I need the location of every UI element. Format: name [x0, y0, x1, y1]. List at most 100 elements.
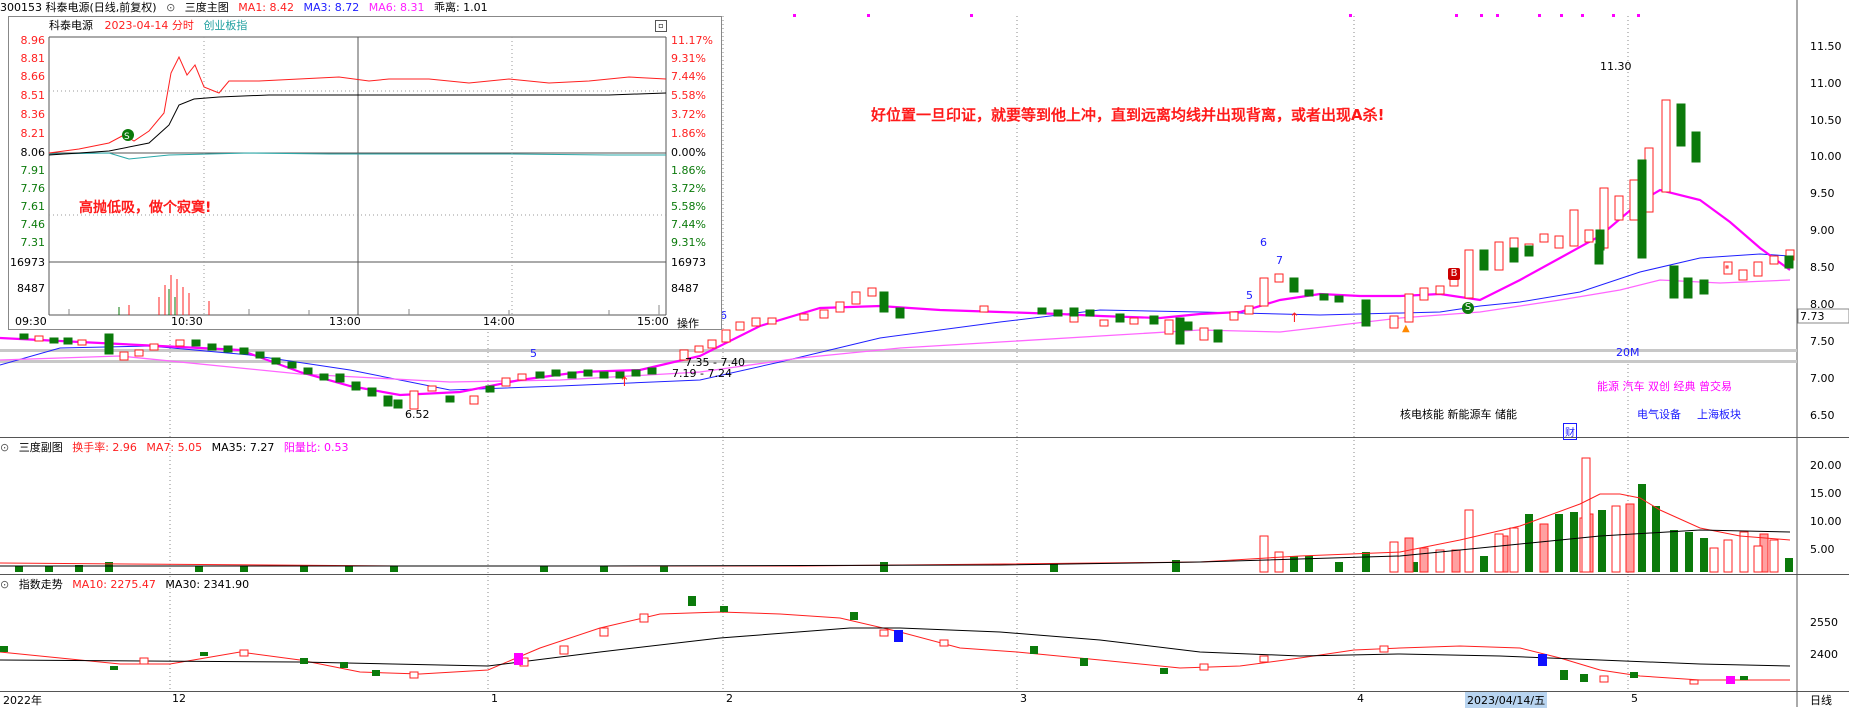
range-label-2: 7.19 - 7.24 [672, 367, 732, 380]
settings-icon[interactable]: ⊙ [166, 1, 176, 14]
intraday-price-label: 8.21 [20, 127, 46, 140]
intraday-pct-label: 9.31% [671, 52, 706, 65]
index-ma30-value: MA30: 2341.90 [165, 578, 250, 591]
finance-badge[interactable]: 财 [1563, 423, 1577, 440]
stock-title: 300153 科泰电源(日线,前复权) [0, 1, 157, 14]
high-price-label: 11.30 [1600, 60, 1632, 73]
sub1-axis-label: 10.00 [1810, 515, 1842, 528]
intraday-price-label: 7.61 [20, 200, 46, 213]
date-axis-label: 2022年 [3, 694, 42, 707]
turnover-value: 换手率: 2.96 [72, 441, 137, 454]
period-selector[interactable]: 日线 [1810, 694, 1832, 707]
wave-count-label: 5 [530, 347, 537, 360]
panel-toggle-icon[interactable]: ▫ [655, 20, 667, 32]
axis-label: 8.00 [1810, 298, 1835, 311]
svg-text:↑: ↑ [1289, 311, 1300, 326]
intraday-pct-label: 1.86% [671, 127, 706, 140]
deviation-value: 乖离: 1.01 [433, 1, 488, 14]
intraday-price-label: 8.36 [20, 108, 46, 121]
sub2-header: ⊙ 指数走势 MA10: 2275.47 MA30: 2341.90 [0, 577, 255, 592]
buy-signal-badge[interactable]: B [1448, 268, 1460, 280]
sub1-axis-label: 20.00 [1810, 459, 1842, 472]
sell-signal-badge[interactable]: S [1462, 302, 1474, 314]
svg-text:S: S [124, 132, 130, 142]
sub1-axis-label: 15.00 [1810, 487, 1842, 500]
sub2-settings-icon[interactable]: ⊙ [0, 578, 10, 591]
positive-volume-ratio: 阳量比: 0.53 [283, 441, 349, 454]
intraday-time-label: 09:30 [15, 315, 47, 328]
sub1-settings-icon[interactable]: ⊙ [0, 441, 10, 454]
sector-tag-shanghai: 上海板块 [1697, 408, 1741, 421]
separator-sub1[interactable] [0, 574, 1849, 575]
intraday-pct-label: 3.72% [671, 182, 706, 195]
intraday-volume-label: 16973 [10, 256, 45, 269]
intraday-price-label: 8.96 [20, 34, 46, 47]
intraday-price-label: 8.66 [20, 70, 46, 83]
date-axis-label: 4 [1357, 692, 1364, 705]
main-annotation-note: 好位置一旦印证，就要等到他上冲，直到远离均线并出现背离，或者出现A杀! [871, 106, 1385, 124]
sector-tag-electrical: 电气设备 [1637, 408, 1681, 421]
intraday-pct-label: 7.44% [671, 218, 706, 231]
date-axis-label: 1 [491, 692, 498, 705]
current-price-tag: 7.73 [1800, 310, 1825, 323]
intraday-canvas: S [48, 36, 667, 316]
intraday-price-label: 8.06 [20, 146, 46, 159]
ma6-value: MA6: 8.31 [368, 1, 425, 14]
axis-label: 10.00 [1810, 150, 1842, 163]
separator-main[interactable] [0, 437, 1849, 438]
svg-text:▲: ▲ [1402, 323, 1410, 334]
wave-count-label: 5 [1246, 289, 1253, 302]
wave-count-label: 7 [1276, 254, 1283, 267]
intraday-price-label: 8.51 [20, 89, 46, 102]
intraday-price-label: 7.31 [20, 236, 46, 249]
intraday-board[interactable]: 创业板指 [203, 19, 248, 32]
axis-label: 11.00 [1810, 77, 1842, 90]
intraday-time-label: 10:30 [171, 315, 203, 328]
svg-text:↑: ↑ [619, 375, 630, 390]
axis-label: 7.50 [1810, 335, 1835, 348]
intraday-panel[interactable]: 科泰电源 2023-04-14 分时 创业板指 ▫ [8, 16, 722, 330]
sub1-header: ⊙ 三度副图 换手率: 2.96 MA7: 5.05 MA35: 7.27 阳量… [0, 440, 355, 455]
intraday-volume-label: 8487 [671, 282, 699, 295]
axis-label: 6.50 [1810, 409, 1835, 422]
date-axis-label: 12 [172, 692, 186, 705]
date-axis-label: 3 [1020, 692, 1027, 705]
date-axis[interactable] [0, 691, 1849, 708]
intraday-pct-label: 9.31% [671, 236, 706, 249]
intraday-pct-label: 0.00% [671, 146, 706, 159]
date-axis-label: 5 [1631, 692, 1638, 705]
intraday-annotation-note: 高抛低吸，做个寂寞! [79, 200, 212, 216]
axis-label: 9.00 [1810, 224, 1835, 237]
intraday-volume-label: 8487 [17, 282, 45, 295]
intraday-price-label: 7.91 [20, 164, 46, 177]
intraday-time-label: 14:00 [483, 315, 515, 328]
intraday-time-label: 13:00 [329, 315, 361, 328]
intraday-pct-label: 5.58% [671, 200, 706, 213]
ma3-value: MA3: 8.72 [303, 1, 360, 14]
label-20m: 20M [1616, 346, 1640, 359]
intraday-price-label: 7.46 [20, 218, 46, 231]
axis-label: 7.00 [1810, 372, 1835, 385]
sub2-axis-label: 2550 [1810, 616, 1838, 629]
wave-count-label: 6 [1260, 236, 1267, 249]
main-chart-header: 300153 科泰电源(日线,前复权) ⊙ 三度主图 MA1: 8.42 MA3… [0, 0, 494, 15]
intraday-price-label: 8.81 [20, 52, 46, 65]
sub2-axis-label: 2400 [1810, 648, 1838, 661]
intraday-pct-label: 5.58% [671, 89, 706, 102]
ma35-value: MA35: 7.27 [211, 441, 275, 454]
intraday-pct-label: 1.86% [671, 164, 706, 177]
axis-label: 9.50 [1810, 187, 1835, 200]
intraday-pct-label: 11.17% [671, 34, 713, 47]
sub2-title[interactable]: 指数走势 [18, 578, 63, 591]
sub1-axis-label: 5.00 [1810, 543, 1835, 556]
range-label-1: 7.35 - 7.40 [685, 356, 745, 369]
intraday-operation-button[interactable]: 操作 [677, 317, 699, 330]
sub1-title[interactable]: 三度副图 [18, 441, 63, 454]
date-axis-label: 2 [726, 692, 733, 705]
main-indicator-name[interactable]: 三度主图 [184, 1, 229, 14]
ma7-value: MA7: 5.05 [146, 441, 203, 454]
intraday-stock-name: 科泰电源 [49, 19, 93, 32]
intraday-date: 2023-04-14 分时 [104, 19, 194, 32]
intraday-header: 科泰电源 2023-04-14 分时 创业板指 [9, 17, 247, 35]
